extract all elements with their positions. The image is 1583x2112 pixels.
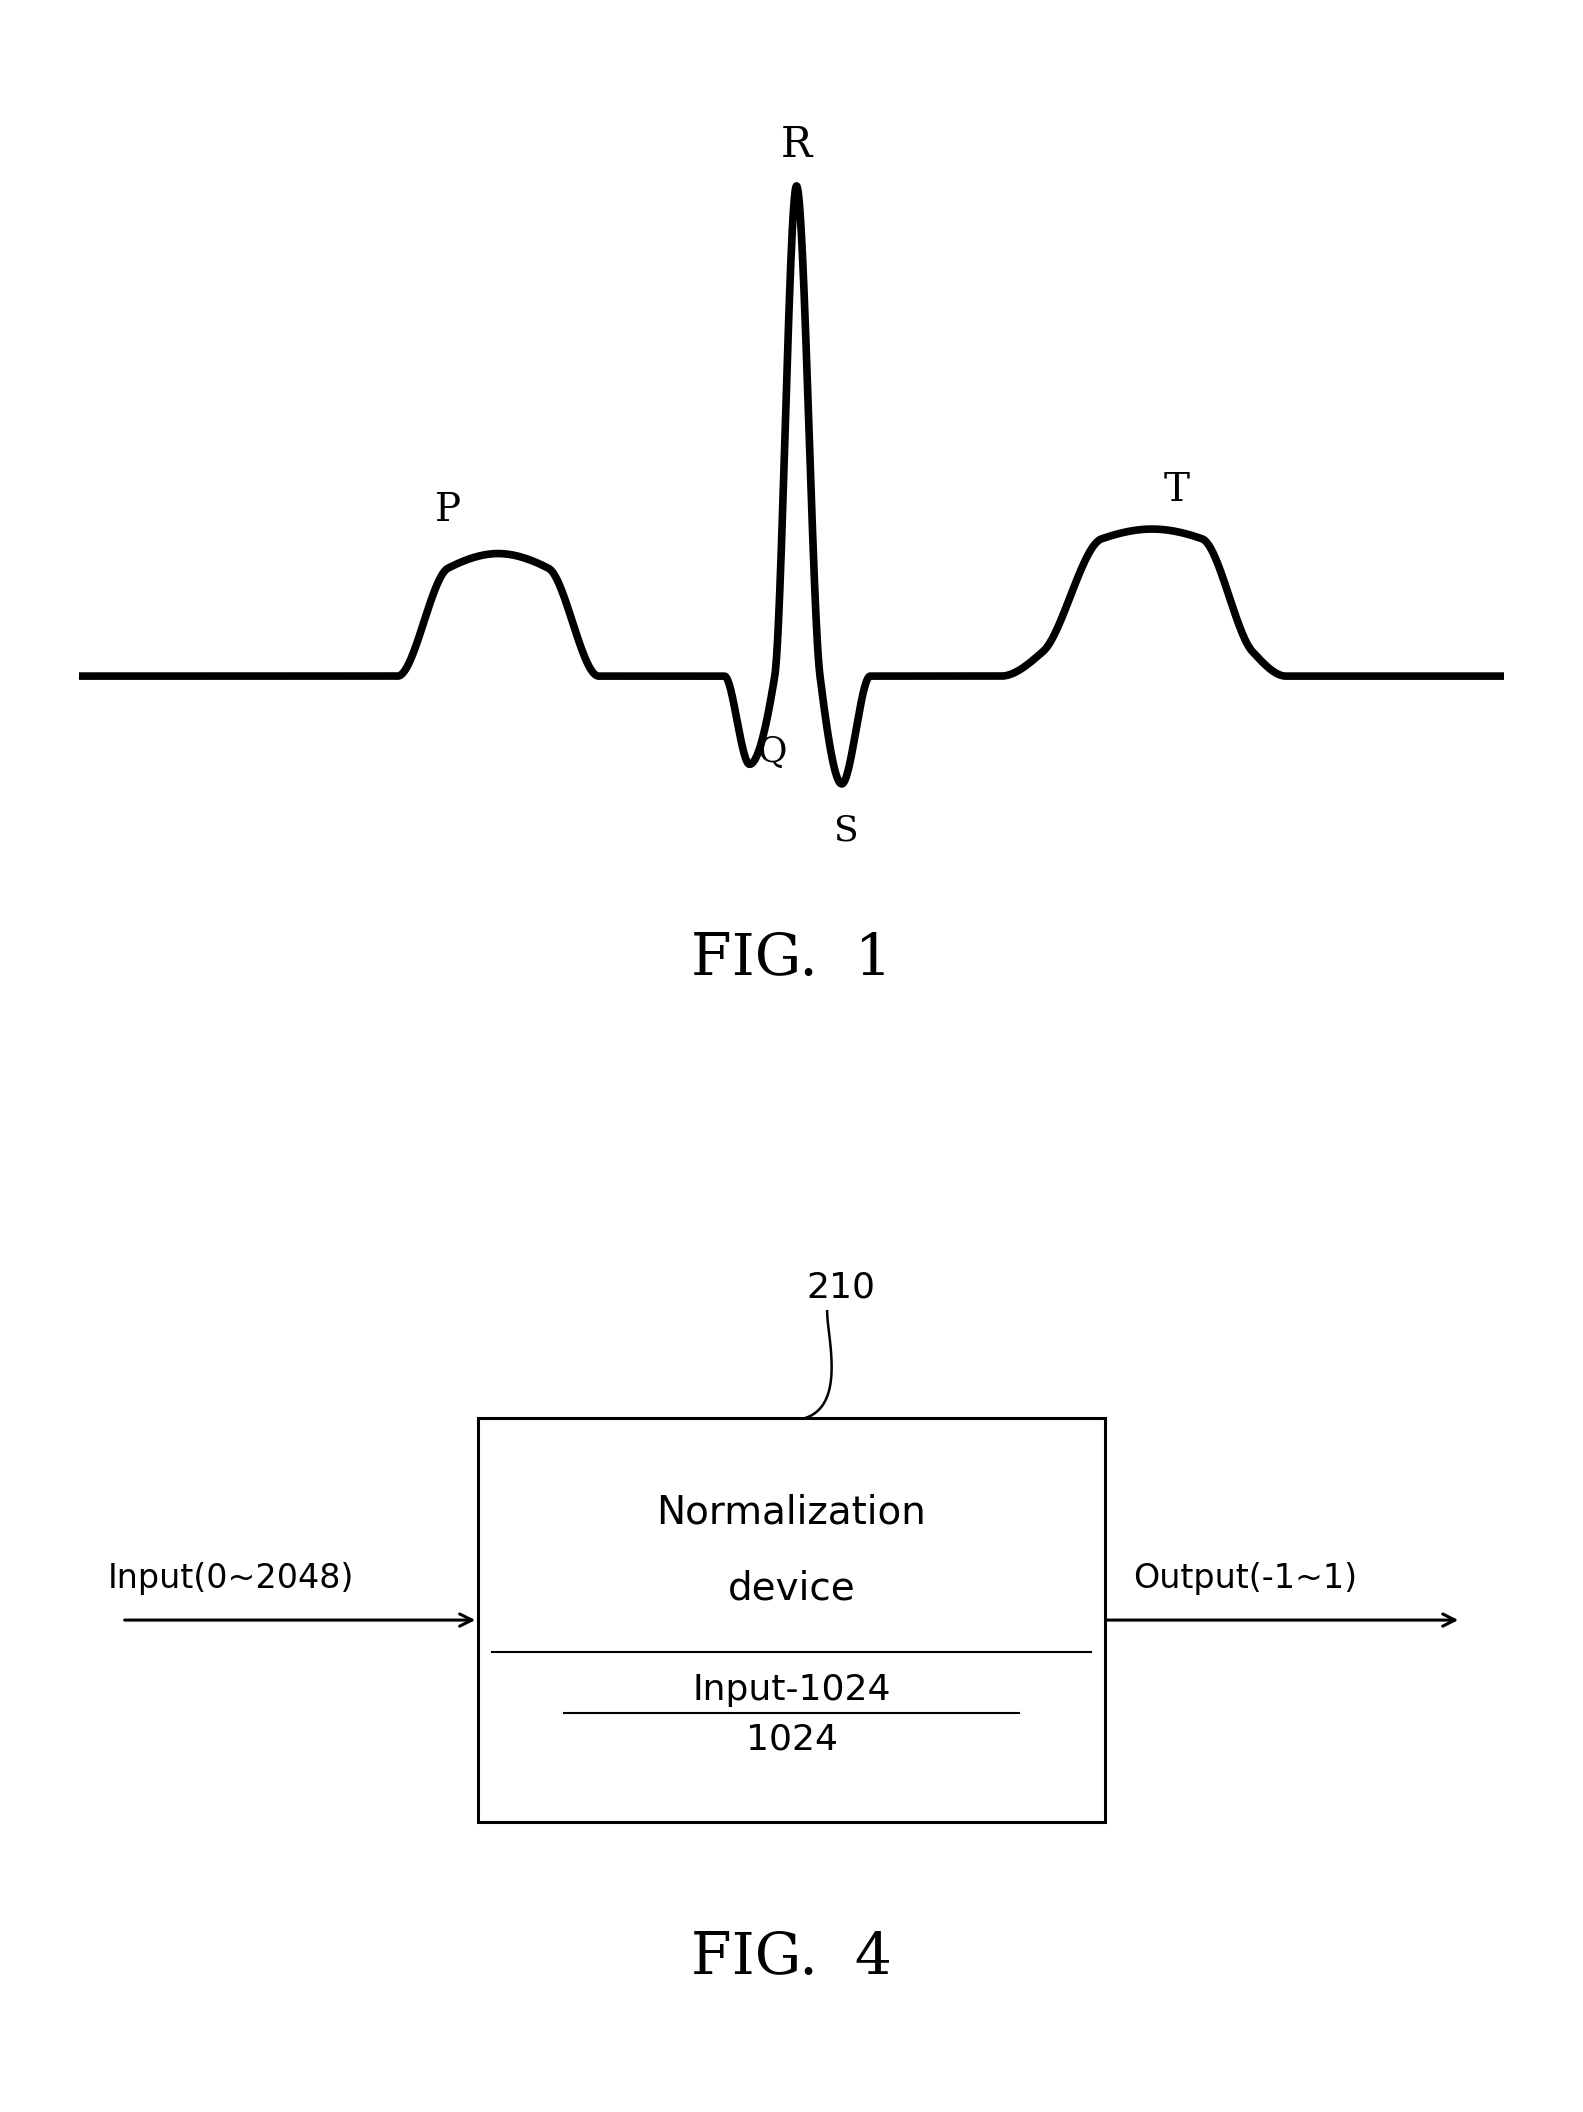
Bar xyxy=(478,1419,1105,1823)
Text: 210: 210 xyxy=(807,1271,875,1305)
Text: T: T xyxy=(1164,473,1190,509)
Text: FIG.  1: FIG. 1 xyxy=(692,931,891,986)
Text: Q: Q xyxy=(758,735,787,769)
Text: S: S xyxy=(834,813,860,847)
Text: R: R xyxy=(780,125,812,167)
Text: FIG.  4: FIG. 4 xyxy=(692,1930,891,1985)
Text: Normalization: Normalization xyxy=(657,1493,926,1531)
Text: Input-1024: Input-1024 xyxy=(692,1673,891,1706)
Text: Input(0~2048): Input(0~2048) xyxy=(108,1563,355,1595)
Text: device: device xyxy=(728,1569,855,1607)
Text: Output(-1~1): Output(-1~1) xyxy=(1133,1563,1358,1595)
Text: 1024: 1024 xyxy=(746,1723,837,1757)
Text: P: P xyxy=(435,492,461,528)
